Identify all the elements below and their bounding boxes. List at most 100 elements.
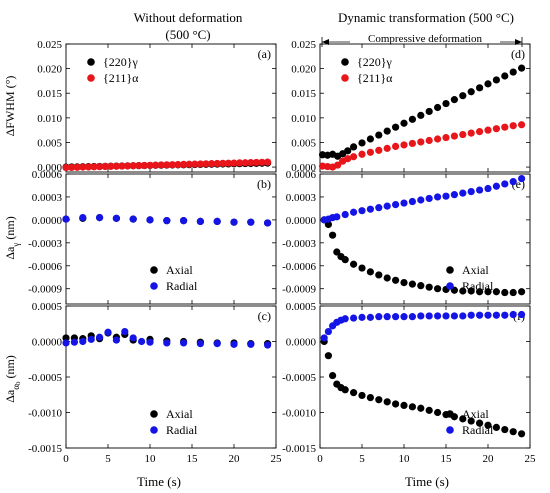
data-point bbox=[180, 217, 188, 225]
legend-label: Radial bbox=[462, 423, 494, 437]
data-point bbox=[152, 161, 160, 169]
data-point bbox=[329, 231, 337, 239]
data-point bbox=[146, 161, 154, 169]
panel-c: 0 5 10 15 20 25 0.0005 0.0000 -0.0005 -0.0010 -0.0… bbox=[28, 301, 282, 465]
data-point bbox=[185, 160, 193, 168]
data-point bbox=[213, 217, 221, 226]
y-tick-label: 0.005 bbox=[37, 137, 62, 149]
x-tick-label: 0 bbox=[63, 453, 69, 465]
data-point bbox=[70, 338, 78, 346]
data-point bbox=[112, 162, 120, 170]
data-point bbox=[467, 187, 475, 196]
data-point bbox=[124, 162, 132, 170]
data-point bbox=[140, 161, 148, 170]
y-tick-label: -0.0010 bbox=[28, 408, 62, 420]
data-point bbox=[219, 159, 227, 167]
y-tick-label: 0.020 bbox=[37, 64, 62, 76]
plot-frame bbox=[65, 173, 277, 305]
data-point bbox=[442, 312, 450, 320]
series-radial bbox=[320, 174, 526, 224]
y-tick-label: 0.025 bbox=[291, 39, 316, 51]
data-point bbox=[509, 310, 517, 319]
data-point bbox=[518, 288, 526, 296]
data-point bbox=[375, 313, 383, 321]
data-point bbox=[400, 401, 408, 409]
data-point bbox=[392, 200, 400, 209]
data-point bbox=[383, 127, 391, 135]
data-point bbox=[350, 314, 358, 322]
data-point bbox=[138, 337, 146, 346]
data-point bbox=[518, 430, 526, 438]
data-point bbox=[196, 217, 204, 226]
series-radial bbox=[320, 310, 526, 342]
data-point bbox=[450, 96, 458, 104]
plot-frame bbox=[319, 43, 531, 173]
data-point bbox=[417, 404, 425, 412]
data-point bbox=[135, 162, 143, 170]
legend-label: Radial bbox=[462, 279, 494, 293]
data-point bbox=[168, 161, 176, 169]
y-tick-label: -0.0009 bbox=[28, 284, 62, 296]
data-point bbox=[400, 199, 408, 207]
x-tick-label: 20 bbox=[229, 453, 241, 465]
data-point bbox=[392, 313, 400, 321]
data-point bbox=[459, 189, 467, 197]
data-point bbox=[129, 215, 137, 223]
data-point bbox=[417, 111, 425, 119]
data-point bbox=[501, 72, 509, 80]
data-point bbox=[408, 313, 416, 321]
data-point bbox=[264, 341, 272, 349]
x-axis-label-right: Time (s) bbox=[405, 474, 449, 489]
data-point bbox=[73, 163, 81, 171]
y-tick-label: 0.0005 bbox=[32, 301, 63, 313]
y-tick-label: 0.0000 bbox=[32, 215, 63, 227]
data-point bbox=[501, 425, 509, 434]
legend-marker bbox=[341, 58, 349, 66]
data-point bbox=[350, 389, 358, 397]
data-point bbox=[425, 406, 433, 414]
data-point bbox=[329, 371, 337, 380]
data-point bbox=[450, 312, 458, 320]
series-radial bbox=[62, 213, 272, 227]
data-point bbox=[107, 162, 115, 170]
data-point bbox=[121, 327, 129, 336]
data-point bbox=[434, 135, 442, 143]
data-point bbox=[501, 311, 509, 319]
data-point bbox=[264, 158, 272, 166]
data-point bbox=[459, 312, 467, 320]
data-point bbox=[90, 163, 98, 171]
data-point bbox=[408, 403, 416, 411]
data-point bbox=[425, 312, 433, 320]
data-point bbox=[400, 119, 408, 127]
data-point bbox=[112, 214, 120, 222]
data-point bbox=[417, 312, 425, 320]
data-point bbox=[62, 334, 70, 342]
legend-marker bbox=[446, 410, 454, 418]
panel-label: (c) bbox=[258, 309, 271, 323]
data-point bbox=[247, 340, 255, 348]
data-point bbox=[467, 129, 475, 137]
y-tick-label: 0.0005 bbox=[286, 301, 317, 313]
data-point bbox=[112, 336, 120, 344]
data-point bbox=[484, 184, 492, 193]
data-point bbox=[375, 146, 383, 154]
data-point bbox=[467, 417, 475, 425]
data-point bbox=[230, 218, 238, 226]
legend-marker bbox=[150, 266, 158, 274]
x-tick-label: 5 bbox=[359, 453, 365, 465]
data-point bbox=[450, 132, 458, 140]
panel-a: 0.000 0.005 0.010 0.015 0.020 0.025 (a) {220}γ {… bbox=[37, 39, 277, 174]
data-point bbox=[350, 143, 358, 151]
data-point bbox=[366, 135, 374, 143]
compressive-deformation-label: Compressive deformation bbox=[368, 33, 482, 45]
legend-label: Axial bbox=[462, 407, 489, 421]
data-point bbox=[333, 248, 341, 256]
y-tick-label: 0.000 bbox=[291, 162, 316, 174]
data-point bbox=[425, 283, 433, 291]
legend-label: Radial bbox=[166, 279, 198, 293]
data-point bbox=[358, 139, 366, 147]
data-point bbox=[333, 213, 341, 221]
data-point bbox=[258, 158, 266, 166]
data-point bbox=[146, 216, 154, 224]
data-point bbox=[408, 115, 416, 123]
